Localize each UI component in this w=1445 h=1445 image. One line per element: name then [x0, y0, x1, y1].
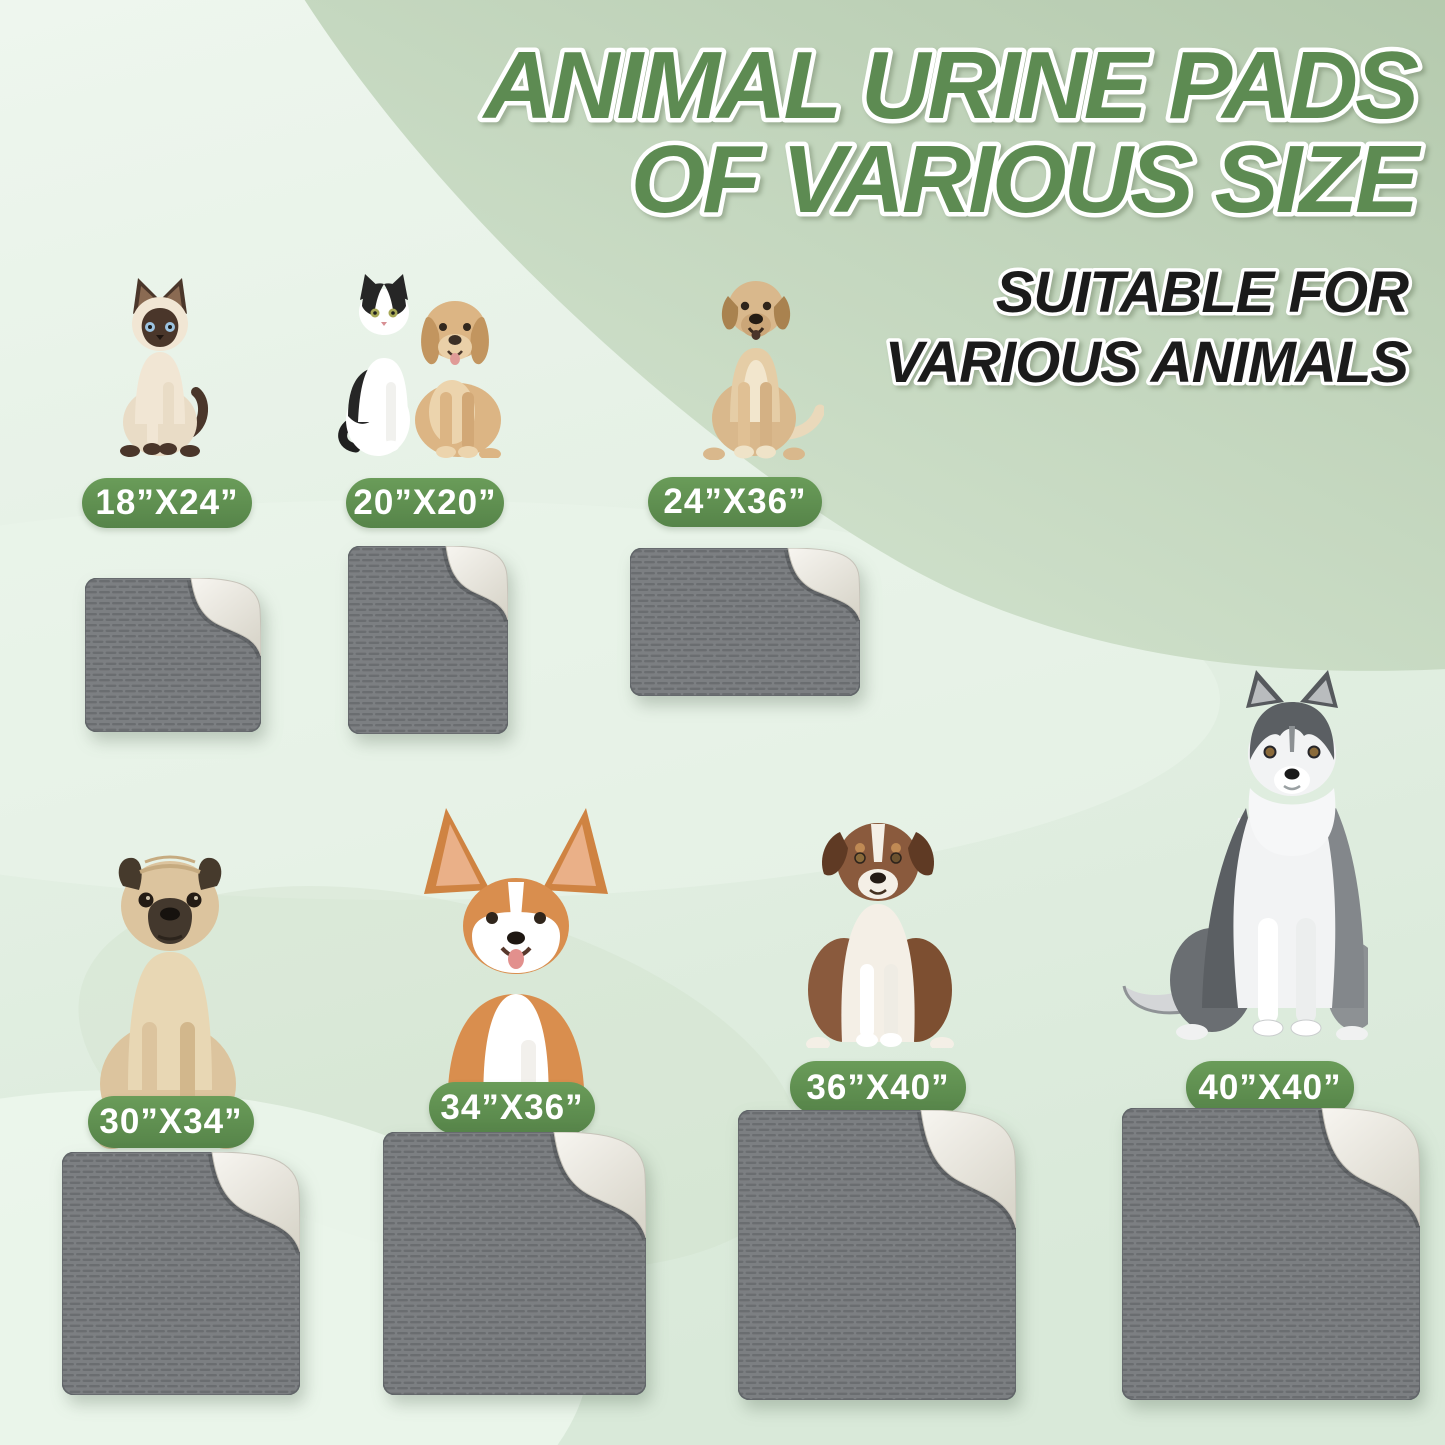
- tan-dog-photo: [703, 281, 824, 460]
- pee-pad-24x36: [630, 548, 860, 696]
- siamese-cat-photo: [120, 278, 208, 457]
- size-badge-label: 30”X34”: [99, 1102, 243, 1141]
- cat-and-puppy-photo: [338, 274, 501, 458]
- size-badge-24x36: 24”X36”: [648, 477, 822, 527]
- size-badge-label: 18”X24”: [95, 483, 239, 522]
- pee-pad-30x34: [62, 1152, 300, 1395]
- size-badge-label: 20”X20”: [353, 483, 497, 522]
- size-badge-label: 40”X40”: [1198, 1067, 1342, 1107]
- background-top-right-arc: [304, 0, 1445, 671]
- size-badge-label: 24”X36”: [663, 482, 807, 521]
- size-badge-30x34: 30”X34”: [88, 1096, 254, 1148]
- background-light-sweep: [0, 500, 1220, 900]
- page-title-line2: OF VARIOUS SIZE: [631, 126, 1422, 233]
- size-badge-label: 36”X40”: [806, 1067, 950, 1107]
- size-badge-36x40: 36”X40”: [790, 1061, 966, 1114]
- australian-shepherd-photo: [806, 823, 954, 1048]
- subtitle-line2: VARIOUS ANIMALS: [885, 330, 1409, 395]
- header-text-block: ANIMAL URINE PADS OF VARIOUS SIZE SUITAB…: [477, 28, 1429, 399]
- page-title-line1: ANIMAL URINE PADS: [482, 32, 1419, 139]
- pee-pad-36x40: [738, 1110, 1016, 1400]
- subtitle-line1: SUITABLE FOR: [996, 260, 1409, 325]
- pee-pad-18x24: [85, 578, 261, 732]
- size-badge-18x24: 18”X24”: [82, 478, 252, 528]
- size-badge-40x40: 40”X40”: [1186, 1061, 1354, 1114]
- pee-pad-34x36: [383, 1132, 646, 1395]
- size-badge-34x36: 34”X36”: [429, 1082, 595, 1134]
- size-badge-label: 34”X36”: [440, 1088, 584, 1127]
- pee-pad-20x20: [348, 546, 508, 734]
- husky-photo: [1122, 670, 1368, 1040]
- pee-pad-40x40: [1122, 1108, 1420, 1400]
- size-badge-20x20: 20”X20”: [346, 478, 504, 528]
